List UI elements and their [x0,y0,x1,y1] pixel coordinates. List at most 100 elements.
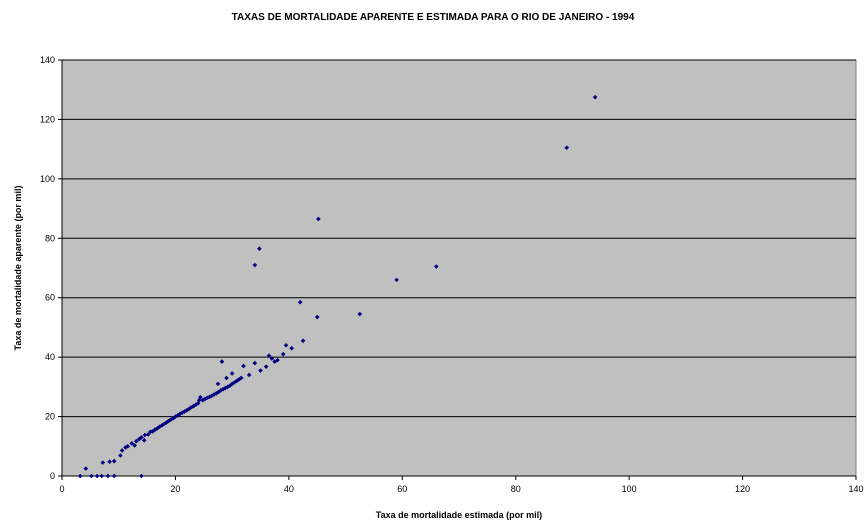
data-point [184,408,190,413]
data-point [232,380,237,385]
data-point [266,353,272,358]
y-axis-label: Taxa de mortalidade aparente (por mil) [13,186,23,351]
data-point [592,94,598,100]
data-point [198,394,203,400]
data-point [314,314,320,320]
x-tick-label-0: 0 [59,484,64,494]
data-point [132,443,137,448]
data-point [218,388,224,393]
y-tick-label-140: 140 [40,55,55,65]
data-point [142,432,148,438]
data-point [77,473,83,479]
x-tick-label-40: 40 [284,484,294,494]
data-point [209,393,215,399]
y-tick-label-120: 120 [40,114,55,124]
data-point [215,381,221,387]
data-point [100,460,106,465]
data-point [119,448,125,453]
data-point [252,360,258,366]
x-tick-label-60: 60 [397,484,407,494]
data-point [129,441,135,446]
data-point [177,411,183,417]
data-point [186,406,192,412]
y-tick-label-40: 40 [45,352,55,362]
data-point [164,420,169,425]
gridlines [62,59,856,418]
data-point [139,435,144,440]
data-point [133,438,139,444]
data-point [193,402,199,407]
data-point [229,371,235,376]
data-point [275,357,280,363]
data-point [263,364,269,369]
data-point [258,368,263,373]
data-point [148,429,153,435]
data-point [269,356,275,361]
data-point [139,473,144,479]
data-point [252,262,258,268]
x-tick-label-80: 80 [511,484,521,494]
data-point [227,383,233,388]
x-tick-label-140: 140 [848,484,863,494]
data-point [152,427,158,432]
data-point [564,145,570,150]
y-tick-label-0: 0 [50,471,55,481]
data-point [136,436,142,442]
data-point [107,459,112,465]
data-point [297,299,303,305]
data-point [238,375,244,381]
y-tick-label-100: 100 [40,174,55,184]
data-point [99,473,104,479]
data-point [154,426,160,431]
data-point [195,400,201,406]
data-point [111,473,117,479]
data-points [77,94,598,479]
data-point [394,277,399,283]
x-tick-label-100: 100 [622,484,637,494]
data-point [111,458,117,464]
data-point [161,421,167,427]
data-point [272,359,277,364]
data-point [219,359,225,364]
y-tick-label-20: 20 [45,412,55,422]
data-point [182,409,187,414]
data-point [316,216,321,222]
data-point [94,473,100,479]
data-point [434,264,439,269]
data-point [202,396,208,402]
data-point [289,345,294,351]
data-point [141,438,147,443]
data-point [223,385,228,391]
data-point [280,351,286,357]
x-tick-label-120: 120 [735,484,750,494]
data-point [357,311,363,317]
x-tick-label-20: 20 [170,484,180,494]
x-tick-labels: 0 20 40 60 80 100 120 140 [59,484,863,494]
data-point [159,423,165,428]
data-point [145,432,151,437]
y-tick-labels: 0 20 40 60 80 100 120 140 [40,55,55,481]
data-point [207,394,212,400]
data-point [204,395,210,401]
axes [58,59,857,480]
data-point [118,453,123,458]
data-point [196,397,202,403]
data-point [283,342,289,348]
data-point [83,466,89,471]
data-point [234,378,239,384]
data-point [225,384,230,390]
y-tick-label-80: 80 [45,233,55,243]
data-point [125,443,131,449]
data-point [89,473,94,479]
data-point [246,372,252,378]
data-point [257,246,262,251]
data-point [200,397,205,403]
chart-title: TAXAS DE MORTALIDADE APARENTE E ESTIMADA… [232,12,635,23]
data-point [241,363,246,369]
data-point [157,424,162,429]
x-axis-label: Taxa de mortalidade estimada (por mil) [376,510,542,520]
data-point [105,473,111,479]
data-point [173,414,178,419]
data-point [224,375,229,381]
